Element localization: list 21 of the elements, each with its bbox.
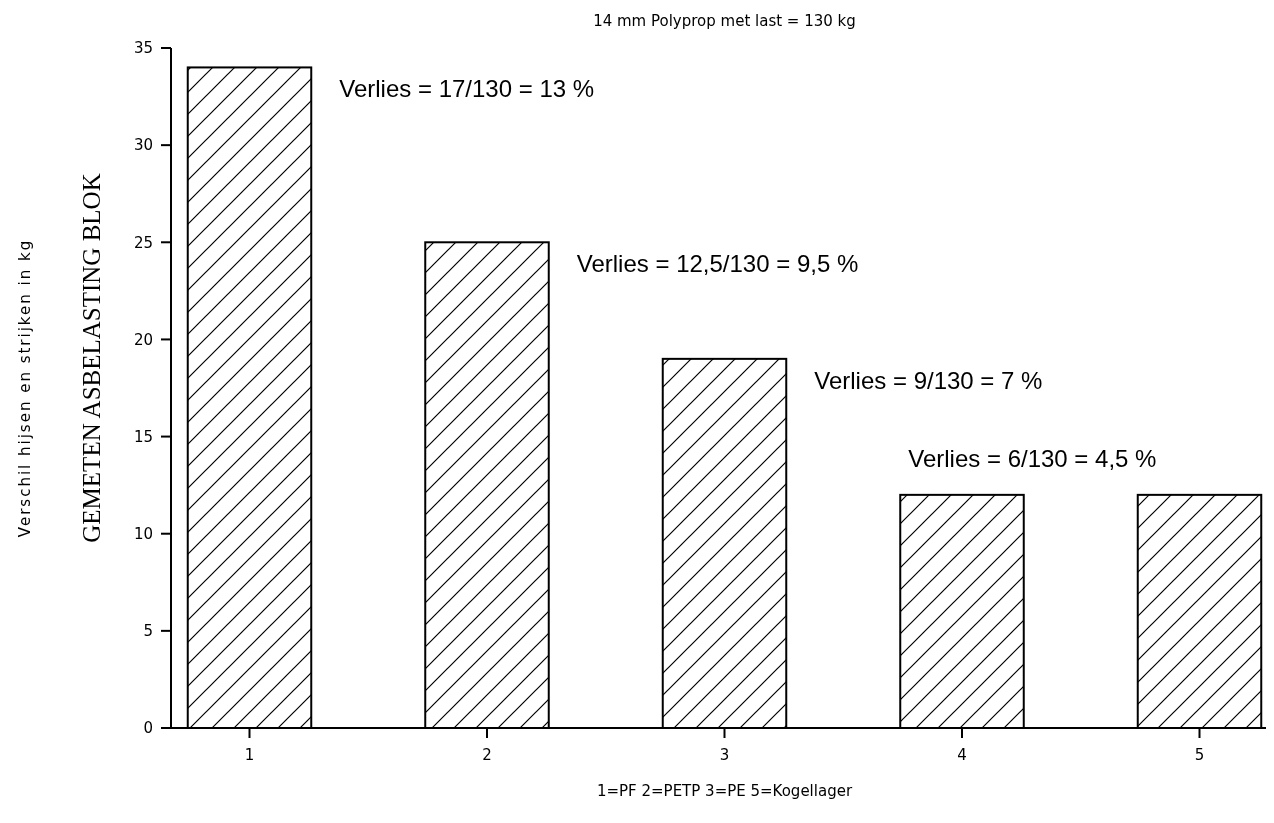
y-tick-label: 20 <box>133 330 153 349</box>
x-axis-title: 1=PF 2=PETP 3=PE 5=Kogellager <box>596 782 853 800</box>
annotation: Verlies = 12,5/130 = 9,5 % <box>576 250 859 278</box>
annotation: Verlies = 9/130 = 7 % <box>814 366 1043 394</box>
chart-title: 14 mm Polyprop met last = 130 kg <box>593 12 856 30</box>
y-tick-label: 0 <box>143 719 153 738</box>
x-tick-label: 3 <box>719 746 730 764</box>
x-tick-label: 2 <box>482 746 492 764</box>
y-tick-label: 30 <box>133 136 153 155</box>
x-tick-label: 4 <box>957 746 967 764</box>
text: Verschil hijsen en strijken in kg <box>16 238 34 538</box>
y-tick-label: 10 <box>133 524 153 543</box>
x-tick-label: 1 <box>244 746 255 764</box>
y-tick-label: 25 <box>133 233 153 252</box>
y-tick-label: 35 <box>133 39 153 58</box>
x-tick-label: 5 <box>1194 746 1205 764</box>
y-tick-label: 15 <box>133 427 153 446</box>
annotation: Verlies = 17/130 = 13 % <box>339 75 595 103</box>
text: GEMETEN ASBELASTING BLOK <box>78 173 105 543</box>
annotation: Verlies = 6/130 = 4,5 % <box>908 444 1157 472</box>
y-tick-label: 5 <box>143 622 153 641</box>
